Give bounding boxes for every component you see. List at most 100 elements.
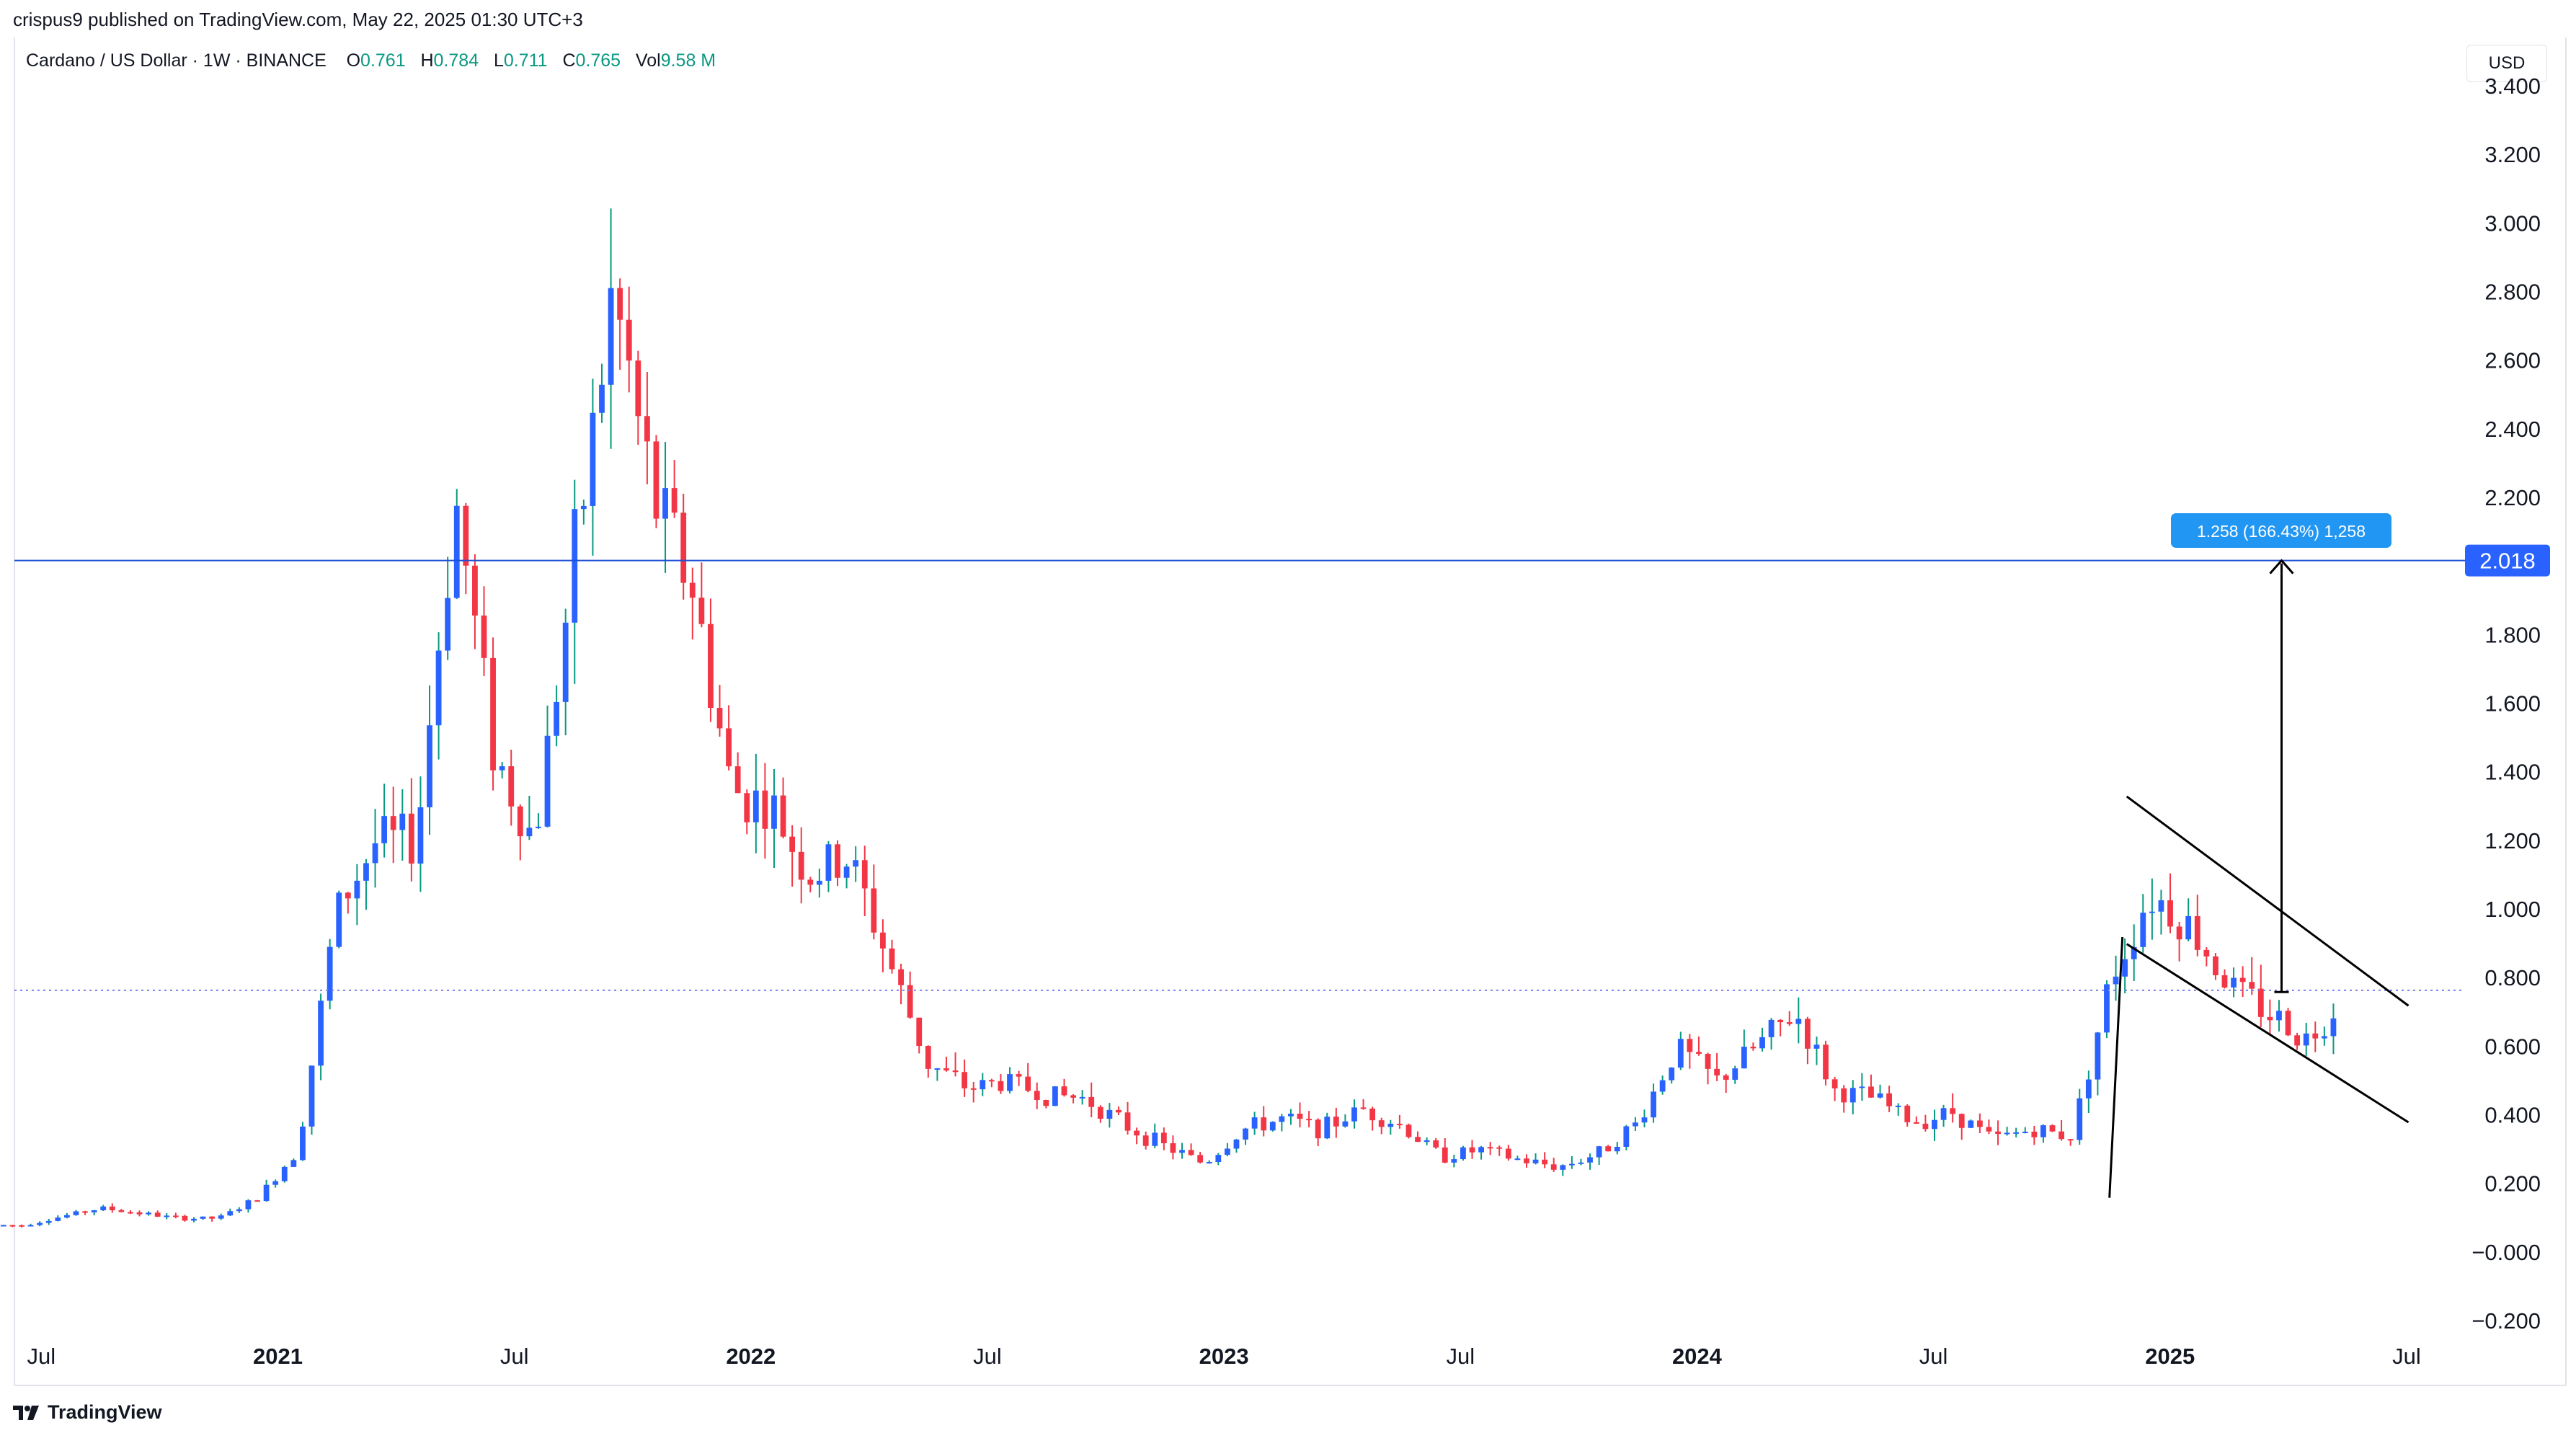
channel-upper-line [2126, 795, 2410, 1007]
candle-body [1995, 1131, 2001, 1134]
candle-body [1079, 1096, 1085, 1099]
candle-body [1605, 1146, 1612, 1152]
candle-body [1106, 1109, 1113, 1119]
candle-body [1913, 1122, 1919, 1124]
candle-body [2049, 1125, 2056, 1132]
candle-body [1405, 1124, 1412, 1137]
candle-body [1088, 1096, 1095, 1107]
candle-body [1696, 1052, 1702, 1054]
candle-body [780, 795, 786, 837]
price-axis[interactable]: 3.4003.2003.0002.8002.6002.4002.2002.000… [2471, 74, 2541, 1334]
candle-body [2149, 911, 2155, 913]
candle-body [91, 1210, 97, 1212]
candle-body [2022, 1131, 2028, 1133]
candle-body [1714, 1068, 1720, 1075]
candle-body [2285, 1011, 2291, 1036]
candle-body [1968, 1120, 1974, 1128]
x-tick-label: Jul [973, 1344, 1002, 1369]
candle-body [2176, 926, 2182, 940]
candle-body [880, 932, 886, 949]
candle-body [2067, 1139, 2074, 1141]
candle-body [463, 505, 469, 566]
y-tick-label: 0.600 [2484, 1034, 2541, 1059]
candle-body [635, 360, 641, 417]
candle-body [1043, 1100, 1049, 1106]
candle-body [1269, 1122, 1276, 1131]
candle-body [2095, 1032, 2101, 1080]
candle-body [889, 948, 895, 970]
candle-body [1904, 1105, 1911, 1122]
candle-body [1976, 1120, 1983, 1127]
candle-body [172, 1215, 179, 1217]
candlestick-series [0, 208, 2337, 1228]
candle-body [1786, 1022, 1793, 1024]
candle-body [372, 843, 378, 864]
low-label: L [493, 50, 504, 71]
candle-body [662, 488, 668, 519]
candle-body [771, 795, 777, 829]
candle-body [653, 441, 659, 519]
candle-body [209, 1216, 216, 1219]
candle-body [37, 1223, 43, 1225]
open-value: 0.761 [360, 50, 406, 71]
candle-body [472, 565, 478, 616]
y-tick-label: 0.800 [2484, 965, 2541, 990]
candle-body [2031, 1131, 2038, 1137]
y-tick-label: 2.600 [2484, 348, 2541, 373]
candle-body [1723, 1075, 1729, 1080]
candle-body [1007, 1074, 1013, 1091]
candle-body [680, 513, 687, 583]
candle-body [82, 1211, 88, 1213]
candle-body [290, 1160, 297, 1167]
flag-pole-line [2108, 936, 2124, 1198]
candle-body [1932, 1119, 1937, 1130]
candle-body [327, 946, 333, 1001]
candle-body [1206, 1162, 1212, 1164]
candle-body [1179, 1150, 1185, 1153]
candle-body [1841, 1088, 1847, 1103]
candle-body [2194, 915, 2200, 950]
candle-body [1197, 1155, 1204, 1163]
candle-body [544, 735, 551, 827]
candle-body [453, 505, 460, 598]
candle-body [2330, 1018, 2337, 1037]
candle-body [363, 863, 369, 881]
candle-body [118, 1210, 125, 1212]
candle-body [200, 1216, 206, 1219]
symbol-title[interactable]: Cardano / US Dollar · 1W · BINANCE [26, 50, 327, 71]
candle-body [1360, 1107, 1367, 1109]
candle-body [1804, 1019, 1811, 1049]
candle-body [399, 813, 406, 830]
candle-body [1940, 1108, 1947, 1120]
candle-body [1532, 1159, 1539, 1163]
candle-body [1587, 1157, 1593, 1163]
candle-body [599, 384, 605, 413]
candle-body [2267, 1016, 2273, 1021]
candle-body [417, 807, 424, 864]
candle-body [345, 892, 351, 899]
tradingview-logo-icon [13, 1405, 39, 1420]
candle-body [1469, 1147, 1475, 1153]
candle-body [853, 860, 859, 867]
high-label: H [420, 50, 434, 71]
candle-body [481, 615, 487, 658]
candle-body [726, 728, 732, 767]
candle-body [1351, 1107, 1357, 1122]
candle-body [1306, 1119, 1312, 1121]
candle-body [1025, 1076, 1031, 1091]
y-tick-label: 3.200 [2484, 142, 2541, 167]
candle-body [698, 598, 705, 624]
currency-button[interactable]: USD [2466, 45, 2547, 82]
candle-body [308, 1065, 315, 1127]
candle-body [1451, 1159, 1457, 1163]
candle-body [1868, 1086, 1874, 1098]
time-axis[interactable]: Jul 2021 Jul 2022 Jul 2023 Jul 2024 Jul 2025 Jul [27, 1344, 2421, 1369]
y-tick-label: 2.200 [2484, 485, 2541, 510]
candle-body [1813, 1044, 1820, 1049]
candle-body [1958, 1114, 1965, 1128]
candle-body [708, 624, 714, 708]
candle-body [1922, 1123, 1929, 1130]
candle-body [1342, 1121, 1349, 1127]
candle-body [1396, 1123, 1403, 1125]
